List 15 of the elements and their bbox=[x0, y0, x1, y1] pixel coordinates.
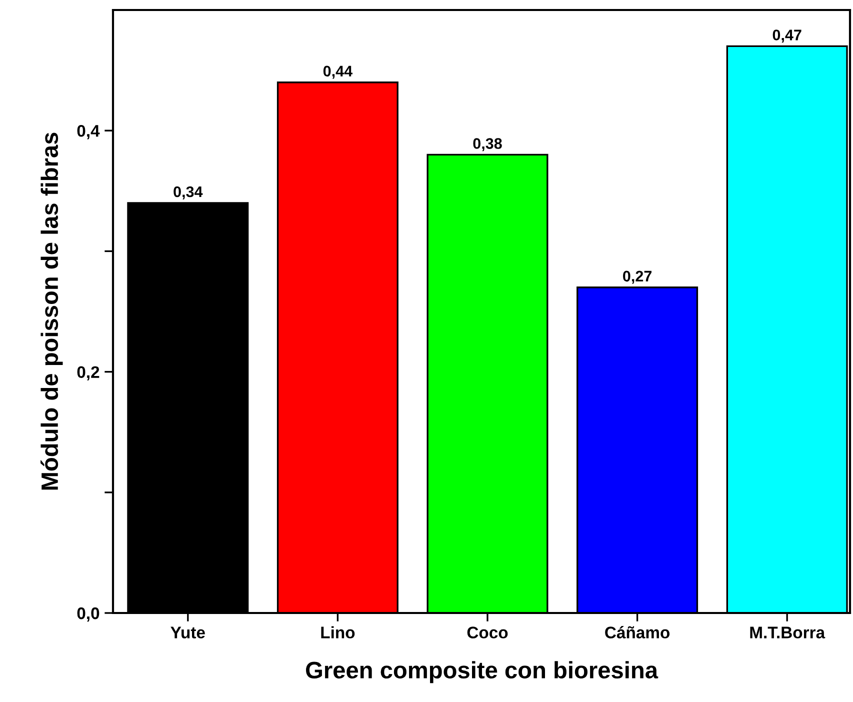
data-label: 0,27 bbox=[623, 270, 652, 284]
x-tick-label: Lino bbox=[321, 626, 355, 638]
data-label: 0,47 bbox=[772, 30, 802, 43]
y-axis-title: Módulo de poisson de las fibras bbox=[40, 132, 63, 490]
x-tick-label: Coco bbox=[467, 626, 508, 638]
data-label: 0,34 bbox=[174, 186, 203, 200]
data-label: 0,38 bbox=[473, 138, 502, 152]
x-tick-label: Yute bbox=[170, 626, 205, 638]
y-tick-label: 0,2 bbox=[77, 366, 100, 380]
y-tick-label: 0,4 bbox=[77, 125, 100, 140]
x-tick-label: Cáñamo bbox=[605, 626, 670, 638]
data-label: 0,44 bbox=[323, 66, 352, 79]
x-axis-title: Green composite con bioresina bbox=[306, 661, 658, 684]
x-tick-label: M.T.Borra bbox=[750, 626, 826, 638]
y-tick-label: 0,0 bbox=[77, 607, 100, 622]
